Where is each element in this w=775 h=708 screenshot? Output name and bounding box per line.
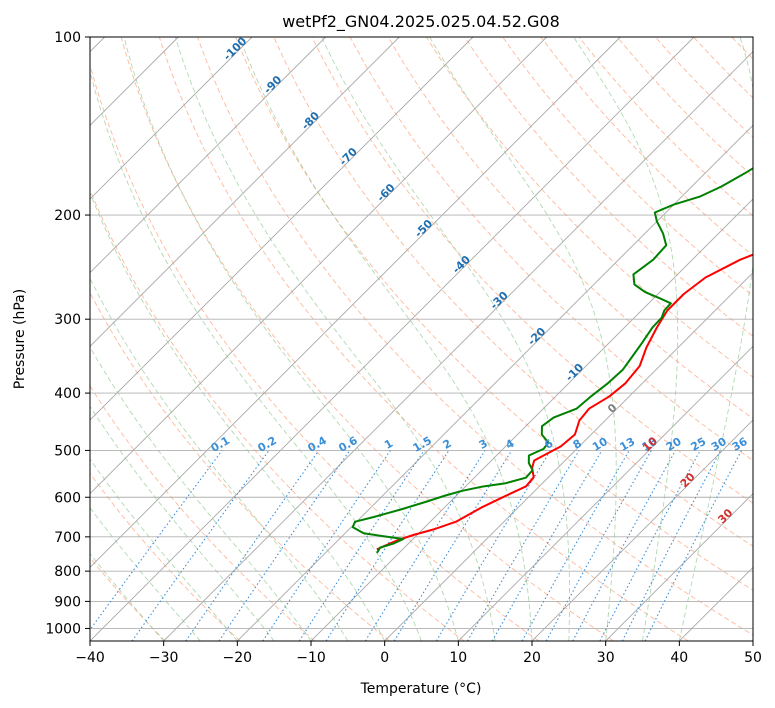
moist-adiabat — [90, 277, 349, 641]
dry-adiabat — [273, 37, 753, 547]
mixing-ratio-line — [572, 450, 676, 641]
y-tick-label: 800 — [54, 564, 81, 580]
dry-adiabat — [120, 37, 614, 641]
dry-adiabat — [197, 37, 753, 636]
dry-adiabat — [90, 385, 315, 641]
x-tick-label: 10 — [449, 650, 467, 666]
isotherm — [90, 37, 474, 421]
mixing-ratio-line — [131, 450, 270, 641]
isotherm — [310, 198, 753, 641]
y-tick-label: 900 — [54, 594, 81, 610]
chart-title: wetPf2_GN04.2025.025.04.52.G08 — [282, 12, 560, 32]
isotherm — [90, 37, 400, 347]
dry-adiabat — [90, 557, 166, 641]
moist-adiabat — [90, 458, 238, 641]
mixing-ratio-line — [90, 450, 223, 631]
dry-adiabat — [90, 188, 465, 641]
x-tick-label: −40 — [75, 650, 105, 666]
mixing-ratio-line — [393, 450, 513, 641]
moist-adiabat — [174, 37, 496, 641]
moist-adiabat — [90, 191, 386, 641]
x-tick-label: 40 — [670, 650, 688, 666]
moist-adiabat — [90, 405, 275, 641]
mixing-ratio-line — [521, 450, 630, 641]
moist-adiabat — [573, 37, 679, 641]
mixing-ratio-line — [325, 450, 450, 641]
x-tick-label: 0 — [380, 650, 389, 666]
isotherm — [90, 37, 547, 495]
dry-adiabat — [235, 37, 753, 591]
dry-adiabat — [349, 37, 753, 462]
y-tick-label: 200 — [54, 208, 81, 224]
plot-background — [90, 37, 753, 641]
isotherm — [605, 493, 753, 641]
y-tick-label: 100 — [54, 30, 81, 46]
isotherm — [237, 124, 753, 641]
dry-adiabat — [158, 37, 689, 641]
moist-adiabat — [429, 37, 617, 641]
y-axis-title: Pressure (hPa) — [12, 289, 28, 389]
isotherm — [90, 37, 326, 274]
x-tick-label: 50 — [744, 650, 762, 666]
isotherm — [752, 640, 753, 641]
isotherm — [90, 37, 621, 568]
x-tick-label: −30 — [149, 650, 179, 666]
isotherm — [384, 272, 753, 641]
mixing-ratio-line — [644, 450, 742, 641]
mixing-ratio-line — [218, 450, 351, 641]
isotherm — [163, 51, 753, 641]
isotherm — [458, 345, 753, 641]
x-tick-label: −10 — [296, 650, 326, 666]
x-tick-label: −20 — [223, 650, 253, 666]
isotherm — [90, 37, 253, 200]
plot-frame — [89, 36, 754, 642]
dry-adiabat — [502, 37, 753, 297]
y-tick-label: 1000 — [45, 622, 81, 638]
moist-adiabat — [123, 37, 459, 641]
dry-adiabat — [90, 63, 540, 641]
mixing-ratio-line — [545, 450, 652, 641]
dry-adiabat — [90, 472, 241, 641]
moist-adiabat — [238, 37, 533, 641]
temperature-profile — [376, 253, 753, 551]
y-tick-label: 300 — [54, 312, 81, 328]
dry-adiabat — [90, 291, 390, 641]
dry-adiabat — [770, 37, 775, 641]
x-tick-label: 30 — [597, 650, 615, 666]
isotherm — [90, 37, 695, 641]
mixing-ratio-line — [262, 450, 391, 641]
isotherm-label: 40 — [753, 542, 773, 562]
mixing-ratio-line — [185, 450, 320, 641]
y-tick-label: 700 — [54, 530, 81, 546]
isotherm — [531, 419, 753, 641]
mixing-ratio-line — [298, 450, 425, 641]
dewpoint-profile — [351, 167, 753, 554]
moist-adiabat — [678, 37, 753, 641]
y-tick-label: 500 — [54, 443, 81, 459]
y-tick-label: 400 — [54, 386, 81, 402]
moist-adiabat — [90, 69, 422, 641]
x-axis-title: Temperature (°C) — [360, 681, 482, 697]
y-tick-label: 600 — [54, 490, 81, 506]
x-tick-label: 20 — [523, 650, 541, 666]
moist-adiabat — [321, 37, 571, 641]
